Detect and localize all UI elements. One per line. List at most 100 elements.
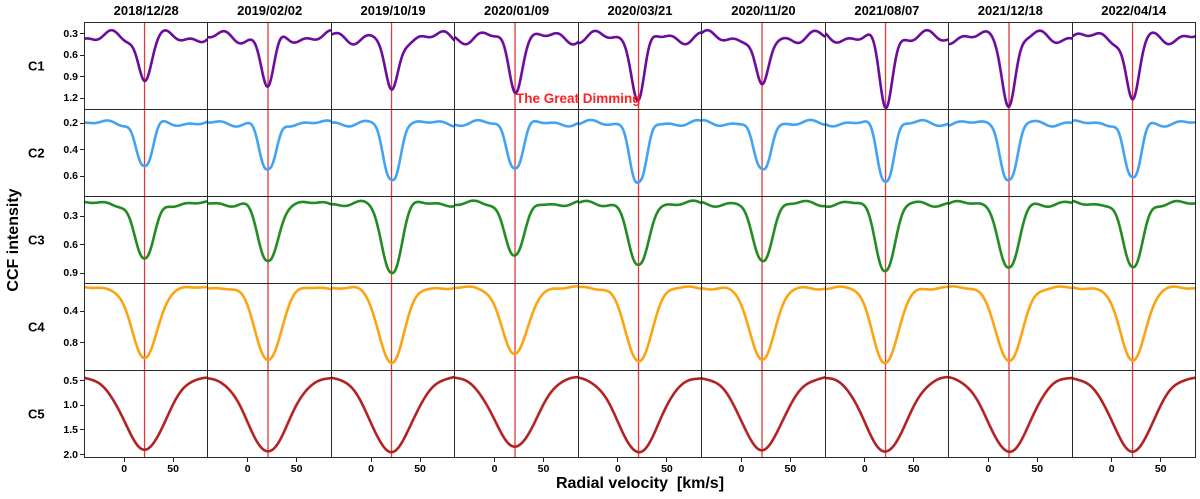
tick-mark bbox=[740, 458, 742, 462]
tick-mark bbox=[80, 97, 84, 99]
tick-mark bbox=[666, 458, 668, 462]
tick-mark bbox=[789, 458, 791, 462]
tick-mark bbox=[172, 458, 174, 462]
panel-grid bbox=[84, 22, 1196, 458]
x-tick-label: 0 bbox=[861, 463, 868, 475]
y-tick-label: 2.0 bbox=[63, 448, 78, 461]
panel-C2-col3 bbox=[331, 110, 455, 196]
tick-mark bbox=[247, 458, 249, 462]
panel-C4-col9 bbox=[1072, 284, 1195, 370]
ccf-curve-canvas bbox=[1072, 110, 1195, 196]
panel-C3-col2 bbox=[208, 197, 331, 283]
ccf-curve-canvas bbox=[85, 284, 208, 370]
y-tick-label: 0.4 bbox=[63, 143, 78, 156]
panel-C1-col1 bbox=[85, 23, 208, 109]
panel-C3-col8 bbox=[949, 197, 1072, 283]
ccf-curve-canvas bbox=[702, 284, 825, 370]
x-tick-label: 0 bbox=[985, 463, 992, 475]
panel-C4-col2 bbox=[208, 284, 331, 370]
ccf-curve-canvas bbox=[331, 23, 455, 109]
panel-C3-col7 bbox=[825, 197, 949, 283]
ccf-curve-canvas bbox=[208, 110, 331, 196]
panel-C5-col5 bbox=[578, 371, 702, 457]
panel-C1-col3 bbox=[331, 23, 455, 109]
y-tick-label: 1.5 bbox=[63, 423, 78, 436]
column-title: 2019/02/02 bbox=[237, 3, 303, 18]
column-title: 2021/12/18 bbox=[977, 3, 1043, 18]
column-title: 2020/03/21 bbox=[607, 3, 673, 18]
x-tick-label: 50 bbox=[907, 463, 920, 475]
row-label: C1 bbox=[28, 58, 45, 74]
ccf-curve-canvas bbox=[949, 197, 1072, 283]
ccf-curve-canvas bbox=[331, 284, 455, 370]
panel-C2-col9 bbox=[1072, 110, 1195, 196]
tick-mark bbox=[80, 122, 84, 124]
panel-C2-col2 bbox=[208, 110, 331, 196]
x-tick-label: 50 bbox=[414, 463, 426, 475]
ccf-curve-canvas bbox=[85, 23, 208, 109]
panel-C4-col7 bbox=[825, 284, 949, 370]
panel-C2-col1 bbox=[85, 110, 208, 196]
ccf-curve-canvas bbox=[331, 371, 455, 457]
ccf-curve-canvas bbox=[702, 23, 825, 109]
y-tick-label: 1.2 bbox=[63, 92, 78, 105]
row-label: C2 bbox=[28, 145, 45, 161]
y-tick-label: 0.8 bbox=[63, 336, 78, 349]
y-tick-label: 0.6 bbox=[63, 170, 78, 183]
x-tick-label: 50 bbox=[167, 463, 179, 475]
y-tick-label: 0.6 bbox=[63, 49, 78, 62]
ccf-curve-canvas bbox=[578, 23, 702, 109]
tick-mark bbox=[80, 76, 84, 78]
ccf-curve-canvas bbox=[578, 110, 702, 196]
y-tick-label: 0.6 bbox=[63, 238, 78, 251]
ccf-curve-canvas bbox=[949, 110, 1072, 196]
tick-mark bbox=[80, 33, 84, 35]
tick-mark bbox=[542, 458, 544, 462]
ccf-curve-canvas bbox=[208, 284, 331, 370]
row-label: C5 bbox=[28, 406, 45, 422]
x-tick-label: 50 bbox=[537, 463, 550, 475]
y-tick-label: 0.2 bbox=[63, 117, 78, 130]
row-label: C4 bbox=[28, 319, 45, 335]
tick-mark bbox=[987, 458, 989, 462]
tick-mark bbox=[494, 458, 495, 462]
tick-mark bbox=[80, 215, 84, 217]
ccf-curve-canvas bbox=[331, 197, 455, 283]
x-tick-label: 0 bbox=[738, 463, 745, 475]
x-tick-label: 0 bbox=[615, 463, 621, 475]
ccf-curve-canvas bbox=[208, 197, 331, 283]
y-tick-label: 0.3 bbox=[63, 27, 78, 40]
panel-C1-col7 bbox=[825, 23, 949, 109]
tick-mark bbox=[80, 175, 84, 177]
x-tick-label: 50 bbox=[290, 463, 303, 475]
panel-C4-col5 bbox=[578, 284, 702, 370]
column-title: 2021/08/07 bbox=[854, 3, 920, 18]
ccf-curve-canvas bbox=[702, 197, 825, 283]
y-tick-label: 0.3 bbox=[63, 210, 78, 223]
ccf-curve-canvas bbox=[1072, 23, 1195, 109]
ccf-curve-canvas bbox=[455, 110, 578, 196]
y-tick-label: 0.9 bbox=[63, 267, 78, 280]
y-tick-label: 1.0 bbox=[63, 399, 78, 412]
x-axis-title: Radial velocity [km/s] bbox=[555, 475, 725, 492]
ccf-curve-canvas bbox=[825, 284, 949, 370]
tick-mark bbox=[80, 429, 84, 431]
ccf-curve-canvas bbox=[331, 110, 455, 196]
ccf-curve-canvas bbox=[578, 284, 702, 370]
panel-C5-col7 bbox=[825, 371, 949, 457]
y-tick-label: 0.5 bbox=[63, 374, 78, 387]
panel-C5-col6 bbox=[702, 371, 825, 457]
ccf-curve-canvas bbox=[85, 371, 208, 457]
x-tick-label: 50 bbox=[1154, 463, 1167, 475]
panel-C3-col5 bbox=[578, 197, 702, 283]
ccf-curve-canvas bbox=[578, 371, 702, 457]
panel-C2-col6 bbox=[702, 110, 825, 196]
tick-mark bbox=[80, 342, 84, 344]
tick-mark bbox=[370, 458, 372, 462]
ccf-curve-canvas bbox=[825, 197, 949, 283]
tick-mark bbox=[617, 458, 619, 462]
panel-C5-col2 bbox=[208, 371, 331, 457]
ccf-curve-canvas bbox=[949, 371, 1072, 457]
column-title: 2020/01/09 bbox=[484, 3, 550, 18]
